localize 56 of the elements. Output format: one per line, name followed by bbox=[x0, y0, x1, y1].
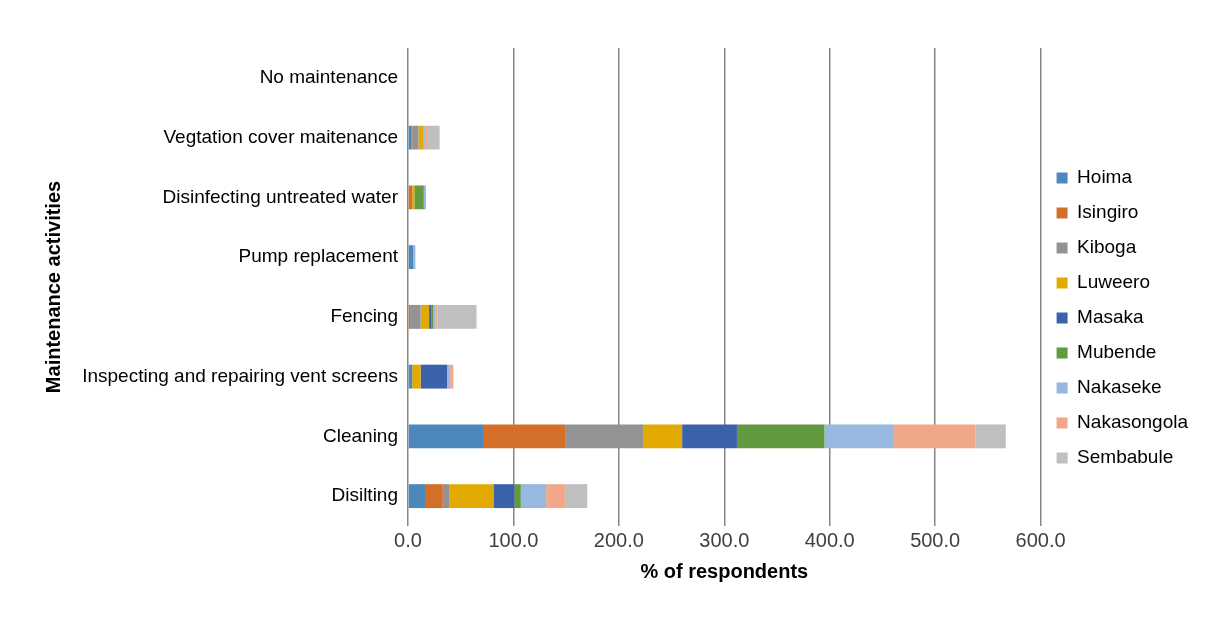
y-tick-label: Disinfecting untreated water bbox=[162, 185, 399, 207]
legend-label: Hoima bbox=[1077, 166, 1133, 188]
bar bbox=[412, 125, 419, 150]
bar bbox=[565, 484, 588, 509]
bar bbox=[423, 185, 426, 210]
legend-label: Nakaseke bbox=[1077, 376, 1162, 398]
y-tick-label: Disilting bbox=[331, 484, 398, 506]
legend-label: Kiboga bbox=[1077, 236, 1137, 258]
legend-label: Nakasongola bbox=[1077, 411, 1189, 433]
bar bbox=[736, 424, 825, 449]
bar bbox=[437, 304, 477, 329]
x-tick-label: 0.0 bbox=[394, 528, 422, 551]
bar bbox=[420, 304, 430, 329]
x-tick-label: 600.0 bbox=[1015, 528, 1066, 551]
y-tick-label: Cleaning bbox=[323, 424, 398, 446]
bar bbox=[449, 484, 494, 509]
bar bbox=[414, 185, 424, 210]
bar bbox=[426, 125, 440, 150]
bar bbox=[514, 484, 521, 509]
bar bbox=[413, 245, 416, 270]
y-tick-label: Fencing bbox=[330, 305, 398, 327]
bar bbox=[442, 484, 450, 509]
x-axis-title: % of respondents bbox=[640, 559, 809, 582]
bar bbox=[418, 125, 424, 150]
bar bbox=[408, 484, 426, 509]
y-tick-label: No maintenance bbox=[259, 66, 398, 88]
x-tick-label: 500.0 bbox=[910, 528, 961, 551]
bar bbox=[412, 364, 421, 389]
y-tick-label: Inspecting and repairing vent screens bbox=[82, 364, 398, 386]
y-tick-label: Vegtation cover maitenance bbox=[163, 125, 398, 147]
bar bbox=[493, 484, 515, 509]
legend-label: Masaka bbox=[1077, 306, 1145, 328]
legend-label: Sembabule bbox=[1077, 446, 1174, 468]
bar bbox=[824, 424, 895, 449]
y-tick-label: Pump replacement bbox=[238, 245, 399, 267]
bar bbox=[975, 424, 1006, 449]
bar bbox=[546, 484, 566, 509]
bar bbox=[565, 424, 644, 449]
bar bbox=[483, 424, 566, 449]
bar bbox=[412, 185, 415, 210]
legend-label: Mubende bbox=[1077, 341, 1157, 363]
x-tick-label: 200.0 bbox=[593, 528, 644, 551]
x-tick-label: 300.0 bbox=[699, 528, 750, 551]
bar bbox=[682, 424, 737, 449]
bar bbox=[420, 364, 448, 389]
bar bbox=[410, 304, 421, 329]
bar bbox=[643, 424, 683, 449]
legend-label: Isingiro bbox=[1077, 201, 1139, 223]
bar bbox=[894, 424, 976, 449]
bar bbox=[408, 424, 484, 449]
x-tick-label: 400.0 bbox=[804, 528, 855, 551]
x-tick-label: 100.0 bbox=[488, 528, 539, 551]
bar bbox=[520, 484, 547, 509]
bar bbox=[425, 484, 443, 509]
legend-label: Luweero bbox=[1077, 271, 1150, 293]
y-axis-title: Maintenance activities bbox=[41, 180, 64, 394]
